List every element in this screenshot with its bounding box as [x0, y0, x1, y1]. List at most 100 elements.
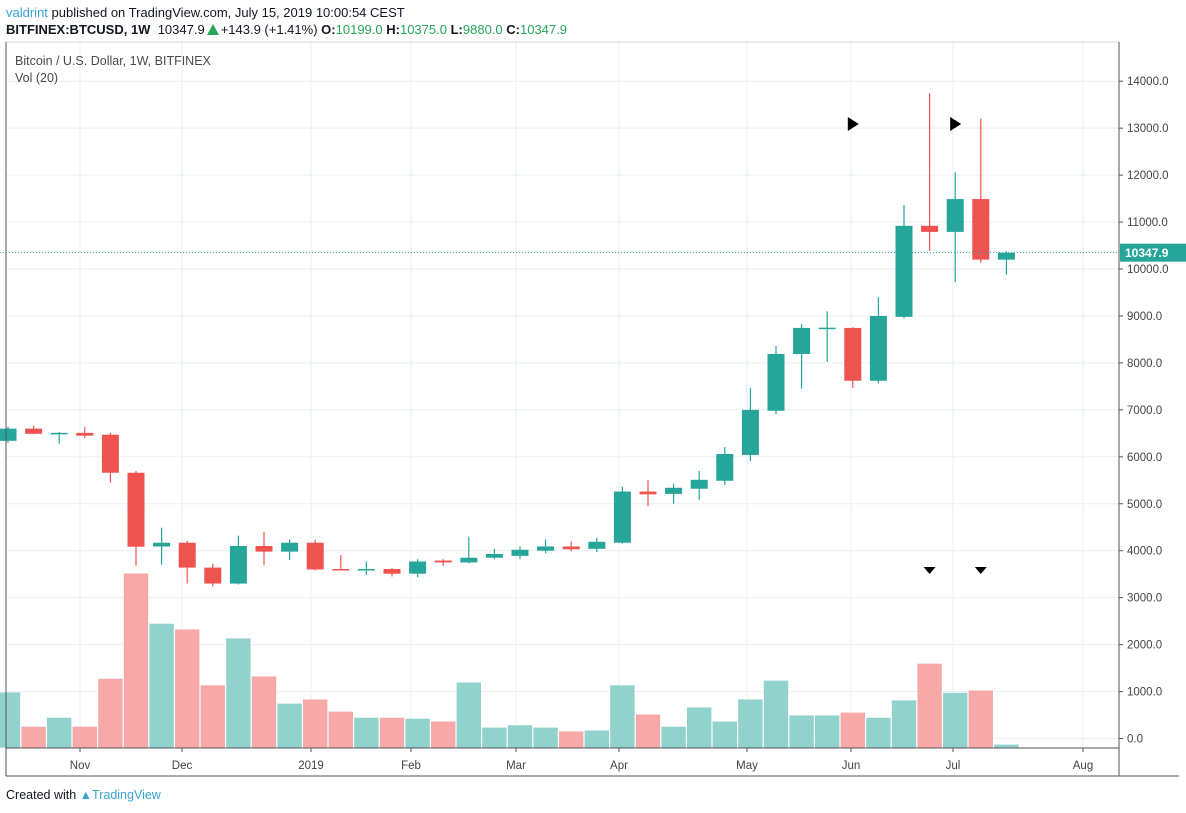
candle [895, 205, 913, 319]
y-tick-label: 12000.0 [1127, 170, 1169, 182]
candle-body [537, 546, 555, 551]
volume-bar [660, 726, 687, 749]
open-label: O: [321, 22, 336, 37]
candle [716, 446, 734, 485]
candle-body [767, 353, 785, 411]
candle-body [895, 225, 913, 317]
volume-bar [711, 720, 738, 749]
candle [639, 479, 657, 507]
candle [332, 554, 350, 571]
x-tick-label: Dec [172, 760, 193, 772]
y-tick-label: 11000.0 [1127, 217, 1168, 229]
publish-text: published on TradingView.com, July 15, 2… [51, 5, 405, 20]
candle-body [869, 315, 887, 381]
y-tick-label: 4000.0 [1127, 546, 1162, 558]
volume-bar [814, 714, 841, 749]
y-tick-label: 7000.0 [1127, 405, 1162, 417]
candle-body [101, 434, 119, 473]
volume-bar [916, 663, 943, 749]
candle [306, 539, 324, 571]
volume-bar [0, 691, 21, 749]
candle [767, 345, 785, 415]
candle [997, 251, 1015, 275]
chart-legend: Bitcoin / U.S. Dollar, 1W, BITFINEX Vol … [15, 53, 211, 87]
candle-body [0, 428, 17, 441]
candle [409, 559, 427, 577]
volume-bar [430, 720, 457, 749]
candle-body [434, 560, 452, 563]
candle-body [844, 327, 862, 381]
low-value: 9880.0 [462, 22, 503, 37]
created-with-text: Created with [6, 788, 77, 802]
candle-body [793, 327, 811, 354]
volume-bar [788, 714, 815, 749]
y-tick-label: 13000.0 [1127, 123, 1169, 135]
candle-body [76, 432, 94, 436]
x-tick-label: 2019 [298, 760, 324, 772]
x-tick-label: Apr [610, 760, 628, 772]
footer: Created with ▲TradingView [6, 788, 161, 802]
candle-body [229, 546, 247, 584]
y-tick-label: 6000.0 [1127, 452, 1162, 464]
volume-bar [404, 718, 431, 749]
volume-bar [763, 680, 789, 749]
tradingview-logo[interactable]: ▲TradingView [79, 788, 161, 802]
open-value: 10199.0 [335, 22, 383, 37]
candle [921, 92, 939, 252]
y-tick-label: 3000.0 [1127, 593, 1162, 605]
candle [946, 172, 964, 283]
candle [127, 470, 145, 566]
y-tick-label: 2000.0 [1127, 640, 1162, 652]
x-tick-label: Mar [506, 760, 526, 772]
x-tick-label: Feb [401, 760, 421, 772]
candle [690, 470, 708, 500]
candle-body [690, 479, 708, 489]
candle [101, 432, 119, 483]
candle [50, 431, 68, 444]
candle-body [972, 199, 990, 260]
triangle-down-marker-icon [974, 567, 987, 574]
volume-bar [942, 692, 969, 749]
volume-bar [583, 729, 610, 749]
candle [76, 426, 94, 439]
candle [178, 540, 196, 584]
candle [460, 536, 478, 564]
last-price: 10347.9 [157, 22, 205, 37]
candle [255, 531, 273, 565]
author-link[interactable]: valdrint [6, 5, 48, 20]
candle-body [639, 491, 657, 495]
candle-body [383, 569, 401, 574]
candle-body [716, 453, 734, 481]
candle-body [588, 541, 606, 549]
last-price-badge [1120, 243, 1186, 262]
volume-bar [737, 698, 764, 749]
x-tick-label: Jun [842, 760, 861, 772]
volume-bar [891, 699, 917, 749]
volume-bar [993, 743, 1020, 749]
y-tick-label: 0.0 [1127, 734, 1143, 746]
candle [588, 537, 606, 553]
candle [25, 425, 43, 435]
candle [0, 426, 17, 443]
high-value: 10375.0 [399, 22, 447, 37]
volume-bar [455, 681, 482, 749]
candle-body [562, 546, 580, 550]
x-tick-label: Nov [70, 760, 91, 772]
candle-body [485, 553, 503, 558]
series-title: Bitcoin / U.S. Dollar, 1W, BITFINEX [15, 54, 211, 68]
candle [511, 546, 529, 560]
candle-body [127, 472, 145, 547]
y-tick-label: 5000.0 [1127, 499, 1162, 511]
candle [229, 535, 247, 585]
volume-bar [174, 628, 200, 749]
volume-indicator-label[interactable]: Vol (20) [15, 71, 59, 85]
volume-bar [276, 703, 303, 749]
candle-body [178, 542, 196, 568]
volume-bar [865, 717, 892, 749]
candle-body [946, 199, 964, 232]
candle-body [409, 561, 427, 574]
candle-body [25, 428, 43, 434]
volume-bar [302, 698, 329, 749]
candle [741, 387, 759, 462]
